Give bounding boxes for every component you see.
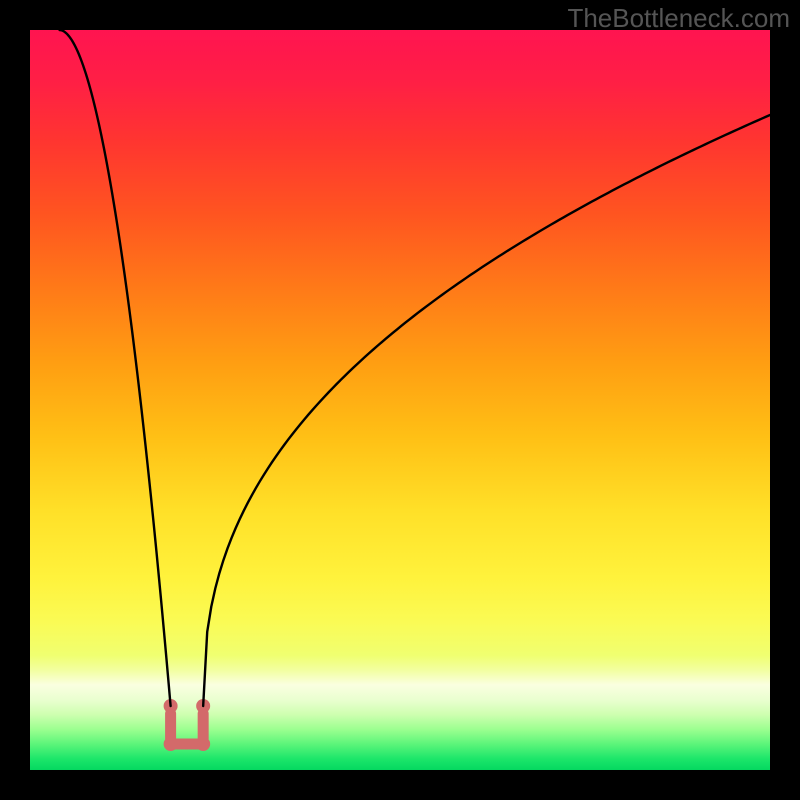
plot-svg <box>30 30 770 770</box>
plot-area <box>30 30 770 770</box>
watermark-text: TheBottleneck.com <box>567 3 790 34</box>
